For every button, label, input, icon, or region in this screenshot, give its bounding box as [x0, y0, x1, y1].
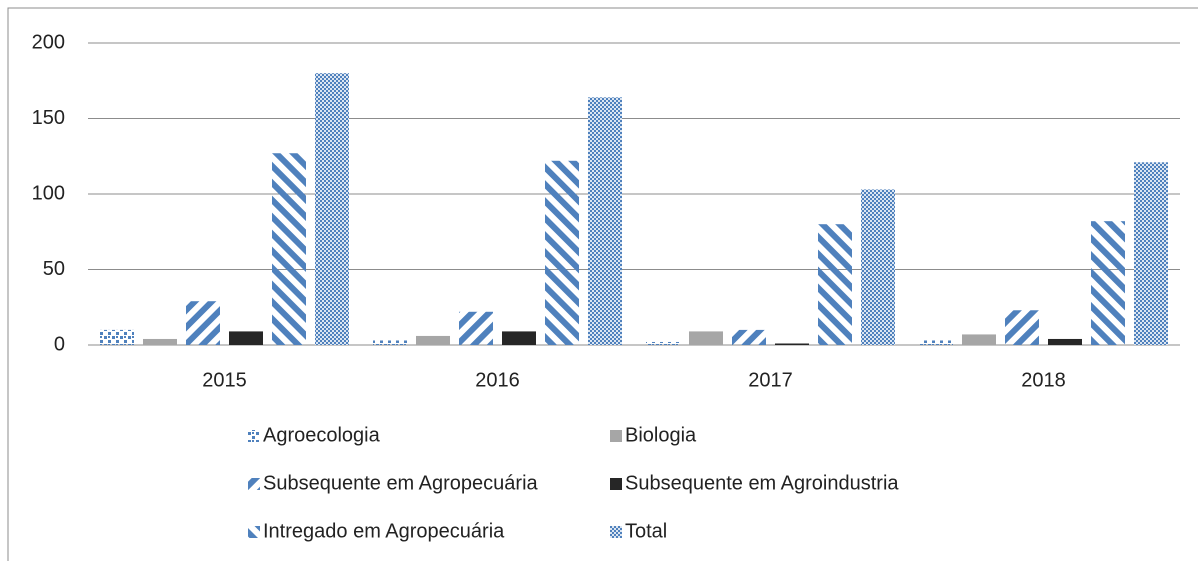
legend-swatch — [610, 430, 622, 442]
bar — [416, 335, 450, 345]
bar — [315, 73, 349, 345]
bar — [689, 331, 723, 345]
y-tick-label: 200 — [32, 31, 65, 53]
x-tick-label: 2015 — [202, 369, 247, 391]
legend-swatch — [610, 478, 622, 490]
y-tick-label: 0 — [54, 333, 65, 355]
legend-label: Agroecologia — [263, 424, 381, 446]
bar — [545, 160, 579, 345]
legend-label: Subsequente em Agropecuária — [263, 472, 539, 494]
bar — [1091, 221, 1125, 345]
bar — [775, 343, 809, 345]
legend-swatch — [248, 478, 260, 490]
bar — [229, 331, 263, 345]
y-tick-label: 50 — [43, 258, 65, 280]
legend-label: Total — [625, 520, 667, 542]
x-tick-label: 2017 — [748, 369, 793, 391]
legend-label: Biologia — [625, 424, 697, 446]
bar — [502, 331, 536, 345]
y-tick-label: 100 — [32, 182, 65, 204]
x-tick-label: 2016 — [475, 369, 520, 391]
legend-swatch — [248, 526, 260, 538]
bar — [919, 340, 953, 345]
bar — [861, 189, 895, 345]
bar — [1048, 338, 1082, 345]
legend-swatch — [610, 526, 622, 538]
chart-border — [7, 7, 1198, 566]
bar — [732, 329, 766, 345]
legend-label: Intregado em Agropecuária — [263, 520, 505, 542]
bar — [646, 341, 680, 345]
x-tick-label: 2018 — [1021, 369, 1066, 391]
y-tick-label: 150 — [32, 107, 65, 129]
legend-swatch — [248, 430, 260, 442]
bar — [272, 153, 306, 345]
bar — [143, 338, 177, 345]
bar — [1134, 162, 1168, 345]
bar — [962, 334, 996, 345]
bar — [459, 311, 493, 345]
legend-label: Subsequente em Agroindustria — [625, 472, 899, 494]
bar — [818, 224, 852, 345]
bar — [100, 329, 134, 345]
bar — [373, 340, 407, 345]
bar — [588, 97, 622, 345]
bar — [186, 301, 220, 345]
bar — [1005, 310, 1039, 345]
